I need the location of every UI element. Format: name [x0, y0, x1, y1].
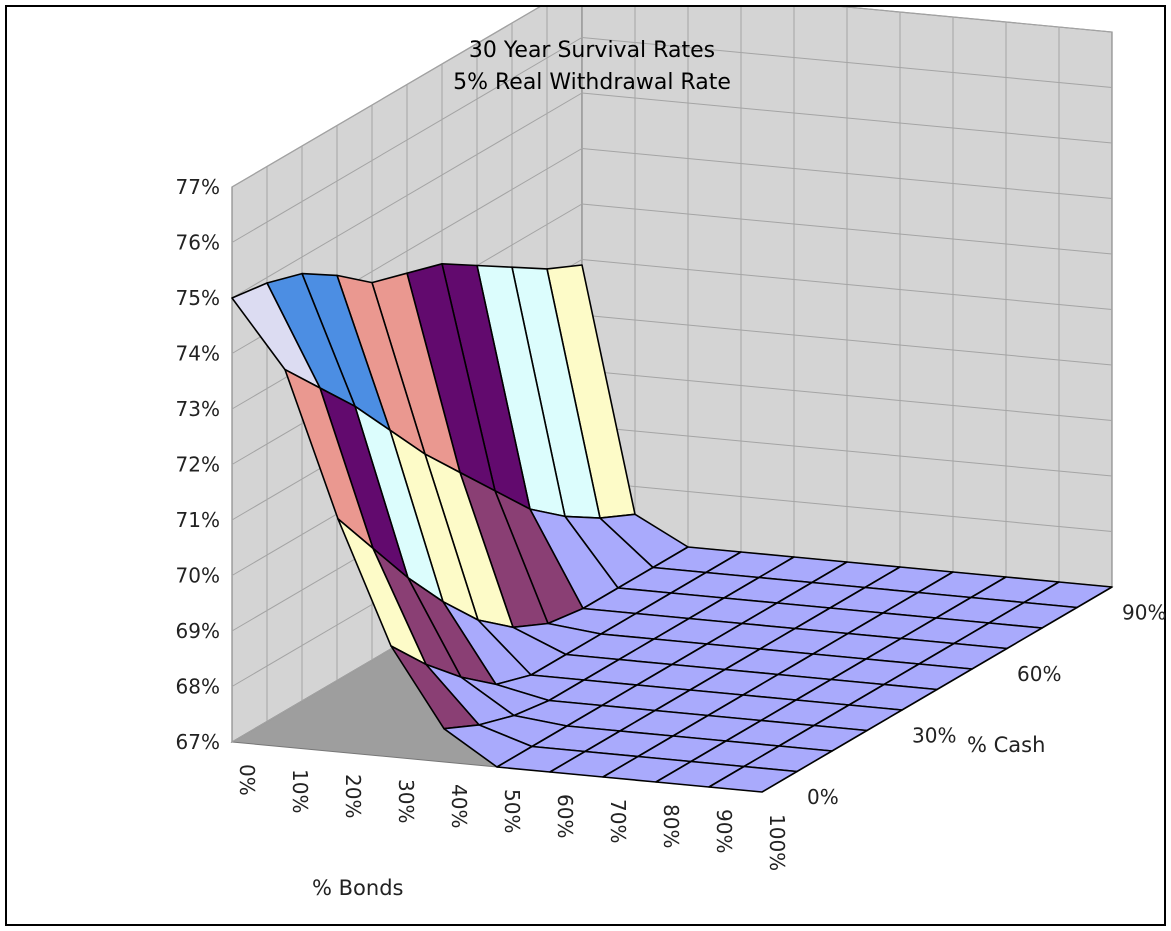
surface-chart: 30 Year Survival Rates 5% Real Withdrawa…: [176, 7, 1166, 900]
z-tick-label: 74%: [176, 342, 220, 366]
z-tick-label: 69%: [176, 619, 220, 643]
z-tick-label: 76%: [176, 231, 220, 255]
z-gridline: [231, 7, 1113, 188]
z-gridline: [231, 36, 1113, 243]
z-tick-label: 73%: [176, 397, 220, 421]
x-tick-label: 40%: [447, 784, 471, 828]
surface-cell: [708, 765, 798, 793]
x-axis-ticks: 0% 10% 20% 30% 40% 50% 60% 70% 80% 90% 100%: [235, 764, 789, 871]
depth-tick-label: 0%: [807, 785, 839, 809]
depth-axis-ticks: 0% 30% 60% 90%: [807, 601, 1166, 810]
z-tick-label: 70%: [176, 564, 220, 588]
z-tick-label: 72%: [176, 453, 220, 477]
x-tick-label: 60%: [553, 794, 577, 838]
x-tick-label: 70%: [606, 799, 630, 843]
z-tick-label: 71%: [176, 508, 220, 532]
z-tick-label: 77%: [176, 175, 220, 199]
x-tick-label: 0%: [235, 764, 259, 796]
x-tick-label: 20%: [341, 774, 365, 818]
x-tick-label: 10%: [288, 769, 312, 813]
z-tick-label: 68%: [176, 675, 220, 699]
z-tick-label: 67%: [176, 730, 220, 754]
chart-frame: 30 Year Survival Rates 5% Real Withdrawa…: [5, 5, 1166, 926]
chart-title-line-1: 30 Year Survival Rates: [469, 38, 715, 63]
x-tick-label: 80%: [659, 804, 683, 848]
x-tick-label: 100%: [765, 814, 789, 871]
z-axis-ticks: 67% 68% 69% 70% 71% 72% 73% 74% 75% 76% 77%: [176, 175, 220, 754]
depth-tick-label: 30%: [912, 724, 956, 748]
depth-tick-label: 90%: [1122, 601, 1166, 625]
z-gridline: [231, 92, 1113, 299]
x-tick-label: 90%: [712, 809, 736, 853]
x-axis-title: % Bonds: [312, 876, 403, 900]
depth-tick-label: 60%: [1017, 662, 1061, 686]
surface-plot: [231, 262, 1113, 793]
x-tick-label: 50%: [500, 789, 524, 833]
z-tick-label: 75%: [176, 286, 220, 310]
depth-axis-title: % Cash: [967, 733, 1045, 757]
x-tick-label: 30%: [394, 779, 418, 823]
chart-title-line-2: 5% Real Withdrawal Rate: [453, 70, 731, 95]
